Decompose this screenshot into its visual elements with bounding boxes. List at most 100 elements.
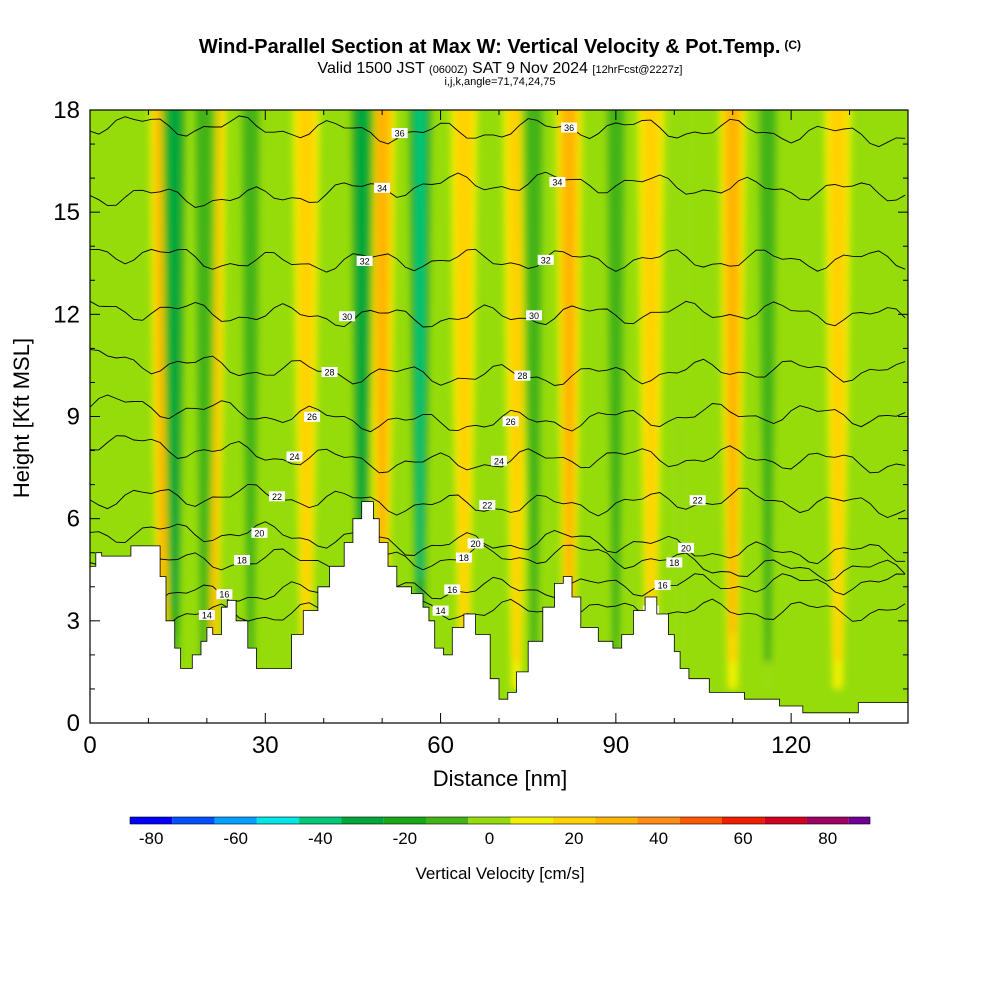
- colorbar-swatch: [341, 817, 384, 824]
- colorbar-swatch: [722, 817, 765, 824]
- y-tick-label: 15: [53, 199, 80, 226]
- updraft-band: [725, 110, 740, 635]
- theta-line: [90, 300, 906, 328]
- x-axis-label: Distance [nm]: [432, 766, 568, 791]
- theta-label: 32: [537, 254, 554, 265]
- theta-label-text: 34: [552, 178, 562, 188]
- downdraft-band: [525, 110, 544, 662]
- theta-line: [90, 349, 906, 386]
- theta-contours: 1414141616161818182020202222222424262628…: [90, 115, 906, 628]
- downdraft-column: [520, 110, 548, 689]
- theta-label-text: 20: [681, 543, 691, 553]
- theta-label: 34: [549, 177, 566, 188]
- y-tick-label: 9: [67, 404, 80, 431]
- updraft-band: [641, 110, 660, 662]
- theta-label-bg: [689, 495, 706, 506]
- updraft-column: [824, 110, 852, 689]
- theta-label-text: 24: [494, 456, 504, 466]
- theta-label-bg: [479, 500, 496, 511]
- colorbar-swatch: [510, 817, 553, 824]
- theta-line: [90, 544, 906, 582]
- theta-label: 28: [514, 370, 531, 381]
- theta-line: [90, 483, 906, 518]
- colorbar-swatch: [848, 817, 870, 824]
- theta-label-bg: [321, 366, 338, 377]
- updraft-column: [292, 110, 320, 689]
- theta-label: 20: [677, 542, 694, 553]
- theta-label-text: 30: [529, 311, 539, 321]
- theta-label-text: 16: [219, 590, 229, 600]
- colorbar-tick-label: 80: [818, 829, 837, 848]
- downdraft-band: [606, 110, 625, 662]
- theta-label-bg: [286, 451, 303, 462]
- theta-label: 28: [321, 366, 338, 377]
- theta-label-text: 22: [693, 496, 703, 506]
- theta-label-bg: [549, 177, 566, 188]
- colorbar-frame: [129, 816, 871, 825]
- colorbar-swatch: [679, 817, 722, 824]
- theta-label: 36: [561, 122, 578, 133]
- theta-label-bg: [677, 542, 694, 553]
- colorbar-tick-label: 60: [734, 829, 753, 848]
- theta-label-text: 14: [202, 610, 212, 620]
- colorbar-swatch: [637, 817, 680, 824]
- theta-label-bg: [526, 310, 543, 321]
- theta-label: 14: [198, 609, 215, 620]
- downdraft-band: [194, 110, 213, 662]
- theta-label-bg: [654, 580, 671, 591]
- theta-label-bg: [455, 552, 472, 563]
- theta-label-text: 18: [459, 553, 469, 563]
- theta-label-text: 16: [447, 585, 457, 595]
- colorbar-swatch: [299, 817, 342, 824]
- x-tick-label: 30: [252, 732, 279, 759]
- updraft-column: [555, 110, 583, 689]
- y-tick-label: 18: [53, 97, 80, 124]
- theta-label-text: 32: [360, 256, 370, 266]
- updraft-column: [719, 110, 747, 689]
- colorbar-tick-label: -40: [308, 829, 333, 848]
- downdraft-band: [355, 110, 368, 608]
- colorbar-swatch: [595, 817, 638, 824]
- theta-label-bg: [391, 128, 408, 139]
- colorbar-swatch: [256, 817, 300, 824]
- theta-label: 26: [502, 416, 519, 427]
- theta-line: [90, 115, 906, 148]
- colorbar-swatch: [172, 817, 215, 824]
- theta-label: 32: [356, 255, 373, 266]
- updraft-band: [828, 110, 847, 662]
- theta-label: 18: [666, 557, 683, 568]
- theta-line: [90, 521, 906, 565]
- theta-label: 24: [491, 455, 507, 466]
- theta-line: [90, 435, 906, 474]
- y-tick-label: 12: [53, 301, 80, 328]
- downdraft-band: [168, 110, 181, 608]
- colorbar-label: Vertical Velocity [cm/s]: [415, 864, 585, 883]
- updraft-column: [637, 110, 665, 689]
- updraft-band: [375, 110, 390, 635]
- theta-label-text: 18: [237, 556, 247, 566]
- theta-label-text: 16: [658, 581, 668, 591]
- theta-label-bg: [198, 609, 215, 620]
- chart-title: Wind-Parallel Section at Max W: Vertical…: [198, 36, 802, 58]
- theta-line: [90, 598, 906, 628]
- theta-line: [90, 394, 906, 433]
- theta-label: 22: [268, 491, 285, 502]
- colorbar-tick-label: 20: [565, 829, 584, 848]
- theta-label-bg: [467, 538, 484, 549]
- x-tick-label: 120: [771, 732, 811, 759]
- colorbar-swatch: [806, 817, 849, 824]
- colorbar-tick-label: 0: [485, 829, 494, 848]
- colorbar-swatch: [214, 817, 257, 824]
- colorbar-swatch: [383, 817, 426, 824]
- theta-label-bg: [432, 605, 449, 616]
- theta-label-bg: [356, 255, 373, 266]
- updraft-band: [297, 110, 316, 662]
- colorbar-swatch: [552, 817, 596, 824]
- colorbar-tick-label: -80: [139, 829, 164, 848]
- theta-label: 26: [304, 411, 321, 422]
- theta-label: 18: [233, 555, 250, 566]
- colorbar-swatch: [764, 817, 807, 824]
- theta-label: 24: [286, 451, 303, 462]
- theta-label-text: 22: [482, 501, 492, 511]
